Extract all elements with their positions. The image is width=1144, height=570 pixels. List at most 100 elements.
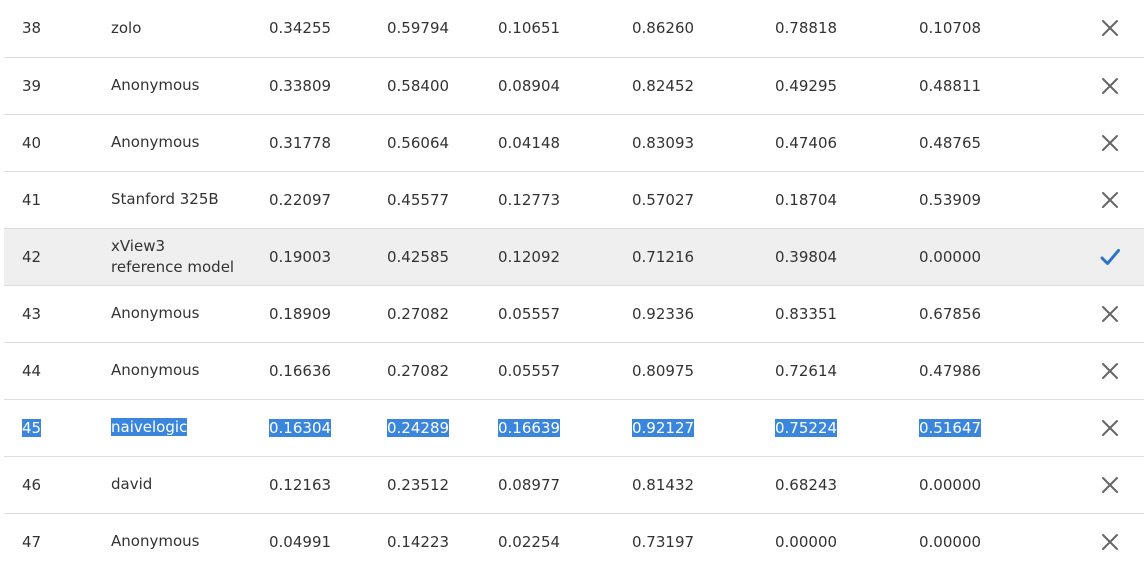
score-cell: 0.08904: [498, 56, 632, 114]
table-row: 40 Anonymous 0.31778 0.56064 0.04148 0.8…: [4, 113, 1144, 171]
score-cell: 0.00000: [919, 455, 1075, 513]
score-cell[interactable]: 0.92127: [632, 398, 775, 456]
score-cell: 0.56064: [387, 113, 498, 171]
rank-cell[interactable]: 45: [4, 398, 111, 456]
close-icon: [1101, 134, 1118, 151]
table-row: 41 Stanford 325B 0.22097 0.45577 0.12773…: [4, 170, 1144, 228]
score-cell: 0.59794: [387, 19, 450, 38]
selected-text[interactable]: 0.16639: [498, 418, 561, 437]
score-cell: 0.92336: [632, 284, 775, 342]
close-icon: [1101, 20, 1118, 37]
score-cell: 0.42585: [387, 227, 498, 285]
status-cell: [1075, 170, 1144, 228]
score-cell: 0.39804: [775, 227, 919, 285]
rank-cell: 42: [4, 227, 111, 285]
score-cell: 0.82452: [632, 56, 775, 114]
close-icon: [1101, 77, 1118, 94]
rank-cell: 39: [4, 56, 111, 114]
score-cell: 0.71216: [632, 227, 775, 285]
score-cell: 0.49295: [775, 56, 919, 114]
team-name: david: [111, 455, 269, 513]
status-cell: [1075, 0, 1144, 57]
score-cell: 0.18909: [269, 284, 387, 342]
check-icon: [1100, 248, 1120, 265]
score-cell: 0.12092: [498, 227, 632, 285]
score-cell[interactable]: 0.51647: [919, 398, 1075, 456]
score-cell[interactable]: 0.24289: [387, 398, 498, 456]
score-cell: 0.47986: [919, 341, 1075, 399]
score-cell: 0.22097: [269, 170, 387, 228]
team-name[interactable]: naivelogic: [111, 398, 269, 456]
team-name: Anonymous: [111, 341, 269, 399]
score-cell: 0.45577: [387, 170, 498, 228]
rank-cell: 38: [22, 19, 42, 38]
close-icon: [1101, 191, 1118, 208]
rank-cell: 47: [4, 512, 111, 570]
score-cell: 0.02254: [498, 512, 632, 570]
close-icon: [1101, 419, 1118, 436]
status-cell: [1075, 341, 1144, 399]
score-cell: 0.47406: [775, 113, 919, 171]
score-cell: 0.23512: [387, 455, 498, 513]
score-cell: 0.33809: [269, 56, 387, 114]
score-cell: 0.83351: [775, 284, 919, 342]
score-cell: 0.05557: [498, 284, 632, 342]
selected-text[interactable]: 45: [22, 418, 42, 437]
close-icon: [1101, 305, 1118, 322]
status-cell: [1075, 512, 1144, 570]
rank-cell: 43: [4, 284, 111, 342]
score-cell: 0.10708: [919, 19, 982, 38]
selected-text[interactable]: 0.24289: [387, 418, 450, 437]
selected-text[interactable]: naivelogic: [111, 418, 188, 436]
rank-cell: 40: [4, 113, 111, 171]
team-name: Anonymous: [111, 113, 269, 171]
team-name-line1: xView3: [111, 236, 166, 255]
table-row-selected: 45 naivelogic 0.16304 0.24289 0.16639 0.…: [4, 398, 1144, 456]
table-row: 44 Anonymous 0.16636 0.27082 0.05557 0.8…: [4, 341, 1144, 399]
rank-cell: 44: [4, 341, 111, 399]
score-cell: 0.05557: [498, 341, 632, 399]
close-icon: [1101, 476, 1118, 493]
selected-text[interactable]: 0.16304: [269, 418, 332, 437]
score-cell: 0.68243: [775, 455, 919, 513]
status-cell: [1075, 455, 1144, 513]
rank-cell: 46: [4, 455, 111, 513]
leaderboard-table: 38 zolo 0.34255 0.59794 0.10651 0.86260 …: [4, 0, 1144, 570]
team-name: Anonymous: [111, 512, 269, 570]
score-cell: 0.31778: [269, 113, 387, 171]
rank-cell: 41: [4, 170, 111, 228]
team-name: zolo: [111, 18, 142, 37]
score-cell: 0.83093: [632, 113, 775, 171]
score-cell: 0.18704: [775, 170, 919, 228]
score-cell[interactable]: 0.16304: [269, 398, 387, 456]
team-name: Stanford 325B: [111, 170, 269, 228]
team-name: Anonymous: [111, 56, 269, 114]
table-row: 47 Anonymous 0.04991 0.14223 0.02254 0.7…: [4, 512, 1144, 570]
score-cell: 0.16636: [269, 341, 387, 399]
team-name-line2: reference model: [111, 257, 235, 276]
score-cell: 0.04148: [498, 113, 632, 171]
table-row-reference: 42 xView3 reference model 0.19003 0.42585…: [4, 227, 1144, 285]
selected-text[interactable]: 0.92127: [632, 418, 695, 437]
team-name: Anonymous: [111, 284, 269, 342]
score-cell[interactable]: 0.16639: [498, 398, 632, 456]
score-cell[interactable]: 0.75224: [775, 398, 919, 456]
score-cell: 0.48811: [919, 56, 1075, 114]
status-cell: [1075, 284, 1144, 342]
table-row: 46 david 0.12163 0.23512 0.08977 0.81432…: [4, 455, 1144, 513]
selected-text[interactable]: 0.75224: [775, 418, 838, 437]
score-cell: 0.81432: [632, 455, 775, 513]
score-cell: 0.86260: [632, 19, 695, 38]
selected-text[interactable]: 0.51647: [919, 418, 982, 437]
score-cell: 0.27082: [387, 284, 498, 342]
close-icon: [1101, 362, 1118, 379]
team-name: xView3 reference model: [111, 227, 269, 285]
score-cell: 0.78818: [775, 19, 838, 38]
table-row: 38 zolo 0.34255 0.59794 0.10651 0.86260 …: [4, 0, 1144, 57]
score-cell: 0.34255: [269, 19, 332, 38]
table-row: 39 Anonymous 0.33809 0.58400 0.08904 0.8…: [4, 56, 1144, 114]
score-cell: 0.08977: [498, 455, 632, 513]
table-row: 43 Anonymous 0.18909 0.27082 0.05557 0.9…: [4, 284, 1144, 342]
score-cell: 0.00000: [919, 512, 1075, 570]
status-cell: [1075, 56, 1144, 114]
